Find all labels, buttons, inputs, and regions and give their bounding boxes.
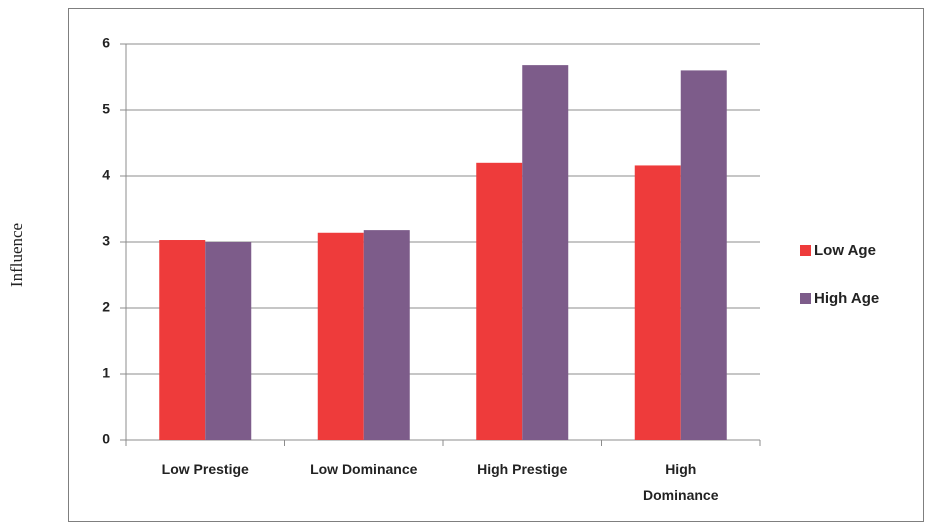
bar-high-age xyxy=(680,70,727,441)
legend-swatch xyxy=(800,245,811,256)
y-tick-label: 5 xyxy=(102,101,110,117)
bar-high-age xyxy=(522,65,569,441)
y-tick-label: 6 xyxy=(102,35,110,51)
legend-label: Low Age xyxy=(814,242,876,259)
y-axis-title: Influence xyxy=(7,223,26,287)
chart-frame xyxy=(68,8,924,522)
y-tick-label: 3 xyxy=(102,233,110,249)
y-tick-label: 0 xyxy=(102,431,110,447)
bar-low-age xyxy=(317,232,364,440)
x-tick-label: High Prestige xyxy=(477,461,567,477)
x-tick-label: High xyxy=(665,461,696,477)
y-tick-label: 4 xyxy=(102,167,110,183)
x-tick-label: Dominance xyxy=(643,487,719,503)
x-tick-label: Low Prestige xyxy=(162,461,249,477)
bar-low-age xyxy=(159,240,206,440)
legend-label: High Age xyxy=(814,290,879,307)
bar-low-age xyxy=(476,162,523,441)
bar-high-age xyxy=(363,230,410,440)
bar-low-age xyxy=(634,165,681,440)
bar-high-age xyxy=(205,242,252,440)
y-tick-label: 1 xyxy=(102,365,110,381)
legend-swatch xyxy=(800,293,811,304)
y-tick-label: 2 xyxy=(102,299,110,315)
y-axis-title-container: Influence xyxy=(6,170,30,340)
x-tick-label: Low Dominance xyxy=(310,461,418,477)
y-axis-title-svg: Influence xyxy=(7,223,26,287)
